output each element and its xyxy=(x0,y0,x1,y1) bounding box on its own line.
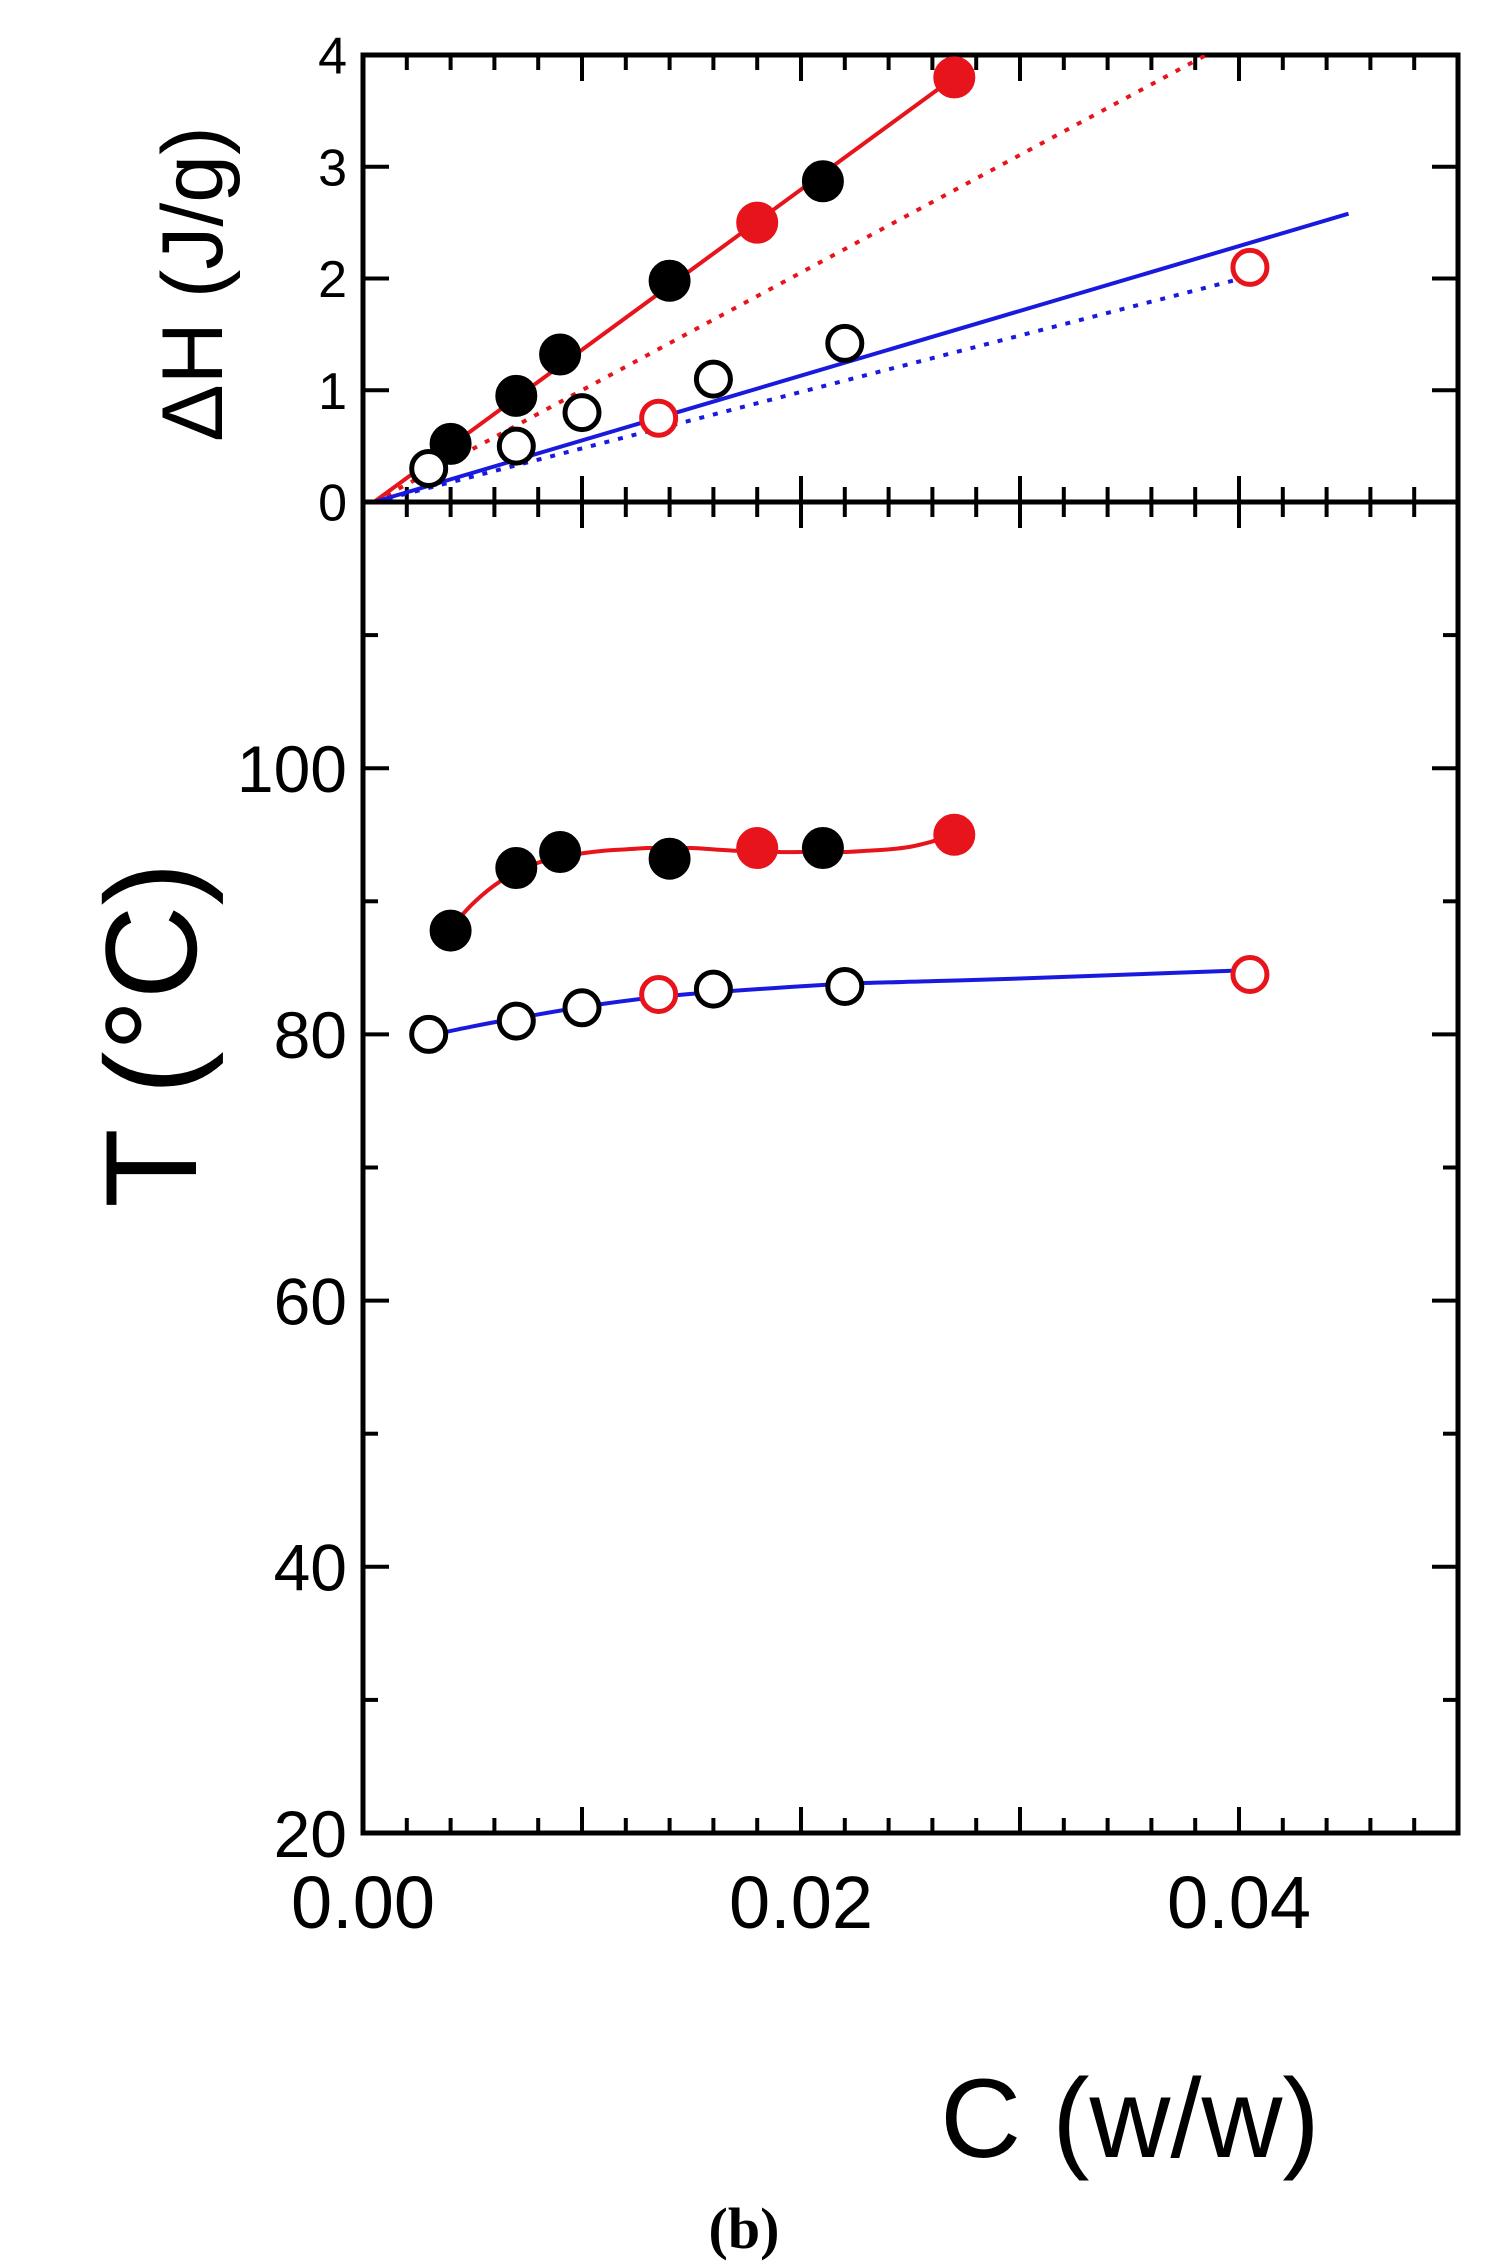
filled-black-point xyxy=(495,847,538,890)
filled-red-point xyxy=(933,56,976,99)
y-tick-label: 2 xyxy=(318,251,347,309)
filled-black-point xyxy=(648,259,691,302)
y-tick-label: 3 xyxy=(318,139,347,197)
filled-black-point xyxy=(801,827,844,870)
filled-black-point xyxy=(495,374,538,417)
x-tick-label: 0.04 xyxy=(1167,1861,1311,1944)
blue-solid-fit xyxy=(373,211,1350,502)
x-tick-label: 0.02 xyxy=(729,1861,873,1944)
open-black-point xyxy=(825,323,865,363)
bottom-panel: 20 40 60 80 100 0.00 0.02 0.04 xyxy=(237,499,1461,1944)
filled-black-point xyxy=(429,909,472,952)
open-black-point xyxy=(693,359,733,399)
open-red-point xyxy=(639,974,679,1014)
blue-dotted-fit xyxy=(373,274,1251,502)
open-red-point xyxy=(639,398,679,438)
filled-red-point xyxy=(933,813,976,856)
plot-frame xyxy=(360,499,1461,1836)
open-black-point xyxy=(496,1001,536,1041)
y-tick-label: 0 xyxy=(318,475,347,533)
open-black-point xyxy=(562,393,602,433)
red-dotted-fit xyxy=(373,55,1208,502)
open-black-point xyxy=(409,448,449,488)
open-black-point xyxy=(409,1014,449,1054)
open-black-point xyxy=(496,426,536,466)
y-tick-label: 100 xyxy=(237,732,347,806)
y-tick-label: 80 xyxy=(274,998,347,1072)
open-red-point xyxy=(1230,247,1270,287)
x-axis-label: C (w/w) xyxy=(940,2056,1319,2181)
filled-red-point xyxy=(736,201,779,244)
filled-red-point xyxy=(736,827,779,870)
open-black-point xyxy=(693,969,733,1009)
y-tick-label: 4 xyxy=(318,28,347,86)
x-tick-label: 0.00 xyxy=(291,1861,435,1944)
y-tick-label: 20 xyxy=(274,1797,347,1871)
filled-black-point xyxy=(539,333,582,376)
y-tick-label: 1 xyxy=(318,363,347,421)
filled-black-point xyxy=(539,831,582,874)
y-tick-label: 60 xyxy=(274,1264,347,1338)
figure-caption: (b) xyxy=(709,2196,780,2261)
filled-black-point xyxy=(648,837,691,880)
filled-black-point xyxy=(801,160,844,203)
open-black-point xyxy=(825,966,865,1006)
open-black-point xyxy=(562,988,602,1028)
y-tick-label: 40 xyxy=(274,1531,347,1605)
open-red-point xyxy=(1230,955,1270,995)
top-y-axis-label: ΔH (J/g) xyxy=(145,126,241,441)
bottom-y-axis-label: T (°C) xyxy=(78,862,224,1208)
top-panel: 0 1 2 3 4 xyxy=(318,28,1461,533)
